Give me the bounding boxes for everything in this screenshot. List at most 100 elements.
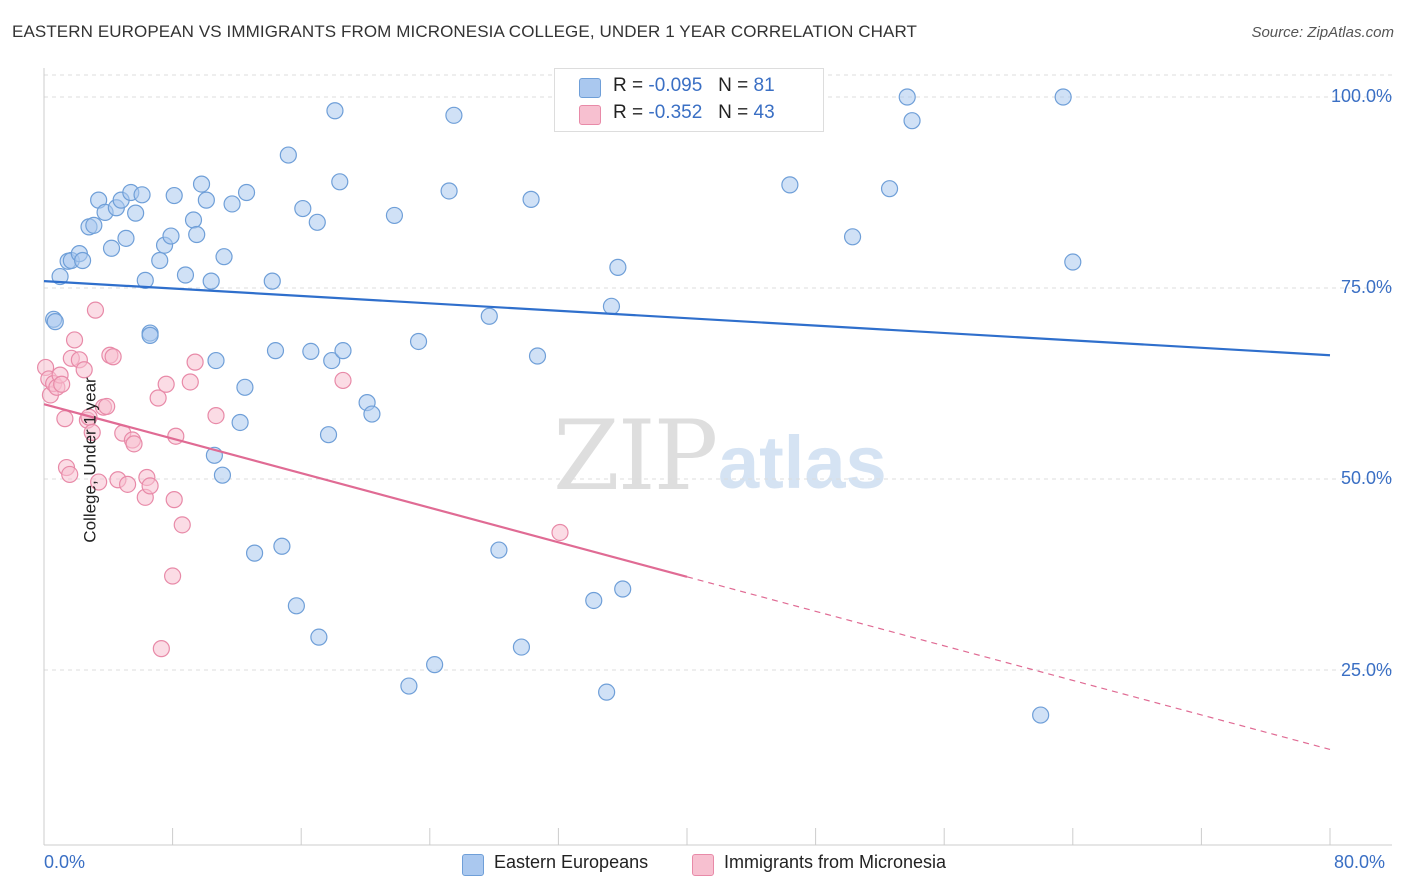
data-point <box>236 378 254 396</box>
data-point <box>176 266 195 284</box>
data-point <box>117 229 135 247</box>
data-point <box>903 112 921 130</box>
trend-line-micronesia-extension <box>686 576 1331 751</box>
data-point <box>480 307 498 325</box>
data-point <box>490 541 508 559</box>
data-point <box>85 216 103 234</box>
data-point <box>188 225 206 244</box>
data-point <box>186 353 204 371</box>
data-point <box>86 301 105 319</box>
data-point <box>192 175 211 193</box>
data-point <box>843 228 862 246</box>
trend-line-micronesia <box>43 403 688 578</box>
data-point <box>102 239 121 257</box>
data-point <box>56 410 74 428</box>
data-point <box>426 656 444 674</box>
y-tick-label: 25.0% <box>1340 660 1392 680</box>
data-point <box>310 628 328 646</box>
legend-label: Eastern Europeans <box>494 852 649 872</box>
legend-n-value: 43 <box>753 102 775 123</box>
data-point <box>90 473 108 491</box>
data-point <box>294 199 312 218</box>
data-point <box>245 544 264 562</box>
data-point <box>136 271 154 289</box>
data-point <box>213 466 232 484</box>
data-point <box>207 406 225 425</box>
data-point <box>149 389 167 407</box>
data-point <box>287 597 305 615</box>
trend-line-eastern <box>43 280 1331 357</box>
legend-n-label: N = <box>718 75 749 96</box>
data-point <box>400 677 418 695</box>
data-point <box>184 211 203 229</box>
data-point <box>73 251 92 270</box>
data-point <box>127 204 145 222</box>
pink-swatch-icon <box>579 105 601 125</box>
data-point <box>125 435 143 453</box>
blue-swatch-icon <box>579 78 601 98</box>
data-point <box>75 361 93 379</box>
data-point <box>266 342 285 360</box>
legend-r-value: -0.095 <box>648 75 703 96</box>
data-point <box>409 332 428 351</box>
data-point <box>528 347 547 365</box>
data-point <box>197 191 215 209</box>
data-point <box>273 537 291 555</box>
data-point <box>308 213 326 231</box>
data-point <box>1064 253 1082 271</box>
data-point <box>237 183 256 202</box>
data-point <box>83 423 101 441</box>
data-point <box>512 638 531 656</box>
x-tick-label-min: 0.0% <box>44 852 86 872</box>
legend-n-value: 81 <box>753 75 775 96</box>
data-point <box>61 465 79 484</box>
data-point <box>133 186 151 204</box>
data-point <box>323 351 341 370</box>
data-point <box>302 342 320 361</box>
data-point <box>165 491 183 509</box>
data-point <box>162 227 180 245</box>
stats-legend: R = -0.095 N = 81 R = -0.352 N = 43 <box>554 68 824 132</box>
data-point <box>181 373 199 391</box>
data-point <box>164 567 182 585</box>
data-point <box>331 173 349 191</box>
y-tick-label: 50.0% <box>1340 468 1392 488</box>
data-point <box>263 272 281 290</box>
data-point <box>65 331 84 349</box>
data-point <box>141 477 159 495</box>
data-point <box>104 348 122 366</box>
data-point <box>279 146 297 164</box>
data-point <box>157 375 175 393</box>
data-point <box>152 640 170 658</box>
pink-swatch-icon <box>692 854 714 876</box>
y-axis-label: College, Under 1 year <box>80 377 100 543</box>
watermark-zip: ZIP <box>553 400 718 512</box>
legend-r-value: -0.352 <box>648 102 703 123</box>
data-point <box>440 182 458 200</box>
source-label: Source: ZipAtlas.com <box>1251 24 1394 41</box>
data-point <box>522 190 540 208</box>
data-point <box>223 195 241 213</box>
legend-r-label: R = <box>613 75 644 96</box>
data-point <box>334 342 352 360</box>
legend-label: Immigrants from Micronesia <box>724 852 947 872</box>
data-point <box>781 176 799 194</box>
data-point <box>1054 88 1072 106</box>
data-point <box>118 475 137 493</box>
data-point <box>363 405 381 423</box>
data-point <box>585 591 603 610</box>
data-point <box>151 251 169 270</box>
legend-n-label: N = <box>718 102 749 123</box>
data-point <box>551 523 569 542</box>
data-point <box>898 88 916 106</box>
data-point <box>445 106 463 124</box>
data-point <box>319 426 338 444</box>
data-point <box>326 102 344 120</box>
chart-title: EASTERN EUROPEAN VS IMMIGRANTS FROM MICR… <box>12 22 918 41</box>
data-point <box>202 272 220 290</box>
data-point <box>53 375 71 393</box>
data-point <box>51 267 69 286</box>
y-tick-label: 100.0% <box>1330 86 1392 106</box>
data-point <box>598 683 616 701</box>
